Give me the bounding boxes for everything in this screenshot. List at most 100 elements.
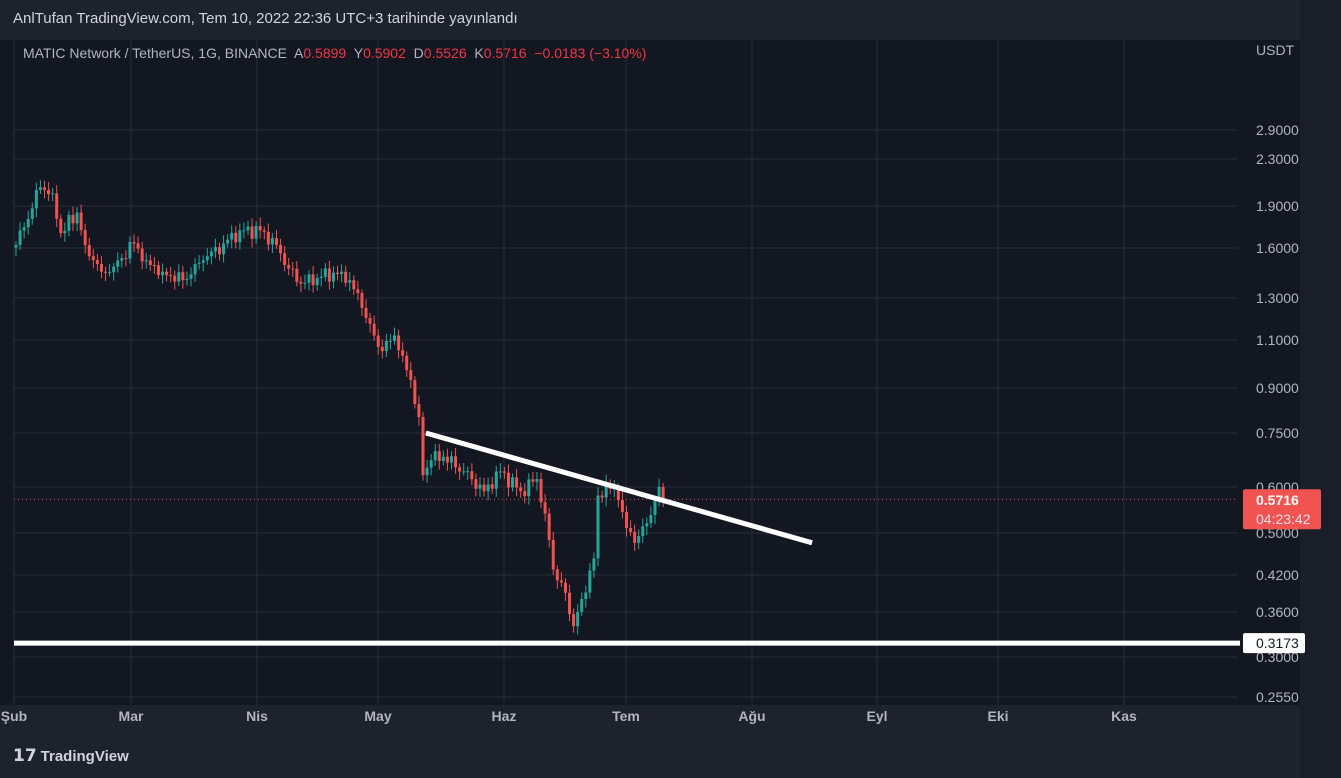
candle-body — [291, 268, 295, 270]
candle-body — [108, 272, 112, 274]
candle-body — [458, 467, 462, 472]
y-tick-label: 2.9000 — [1256, 122, 1299, 138]
candle-body — [576, 611, 580, 627]
candle-body — [51, 193, 55, 195]
candle-body — [511, 477, 515, 488]
candle-body — [156, 265, 160, 276]
candle-body — [262, 230, 266, 232]
candle-body — [307, 274, 311, 283]
candle-body — [299, 281, 303, 284]
candle-body — [38, 187, 42, 190]
support-price-tag — [1243, 633, 1305, 654]
countdown-label: 04:23:42 — [1256, 511, 1311, 527]
candle-body — [95, 260, 99, 264]
candle-body — [201, 260, 205, 263]
y-tick-label: 0.4200 — [1256, 567, 1299, 583]
candle-body — [506, 472, 510, 488]
candle-body — [454, 456, 458, 468]
candle-body — [502, 471, 506, 473]
x-tick-label: Nis — [246, 708, 268, 724]
tradingview-logo[interactable]: 𝟭𝟳 TradingView — [13, 746, 129, 766]
candle-body — [344, 271, 348, 283]
candle-body — [104, 271, 108, 273]
candle-body — [555, 569, 559, 581]
candle-body — [152, 265, 156, 267]
candle-body — [515, 477, 519, 488]
candle-body — [327, 268, 331, 282]
candle-body — [397, 335, 401, 351]
close-value: 0.5716 — [483, 45, 527, 61]
candle-body — [490, 484, 494, 489]
candle-body — [637, 536, 641, 543]
candle-body — [498, 471, 502, 473]
trendline-drawing[interactable] — [425, 430, 813, 546]
x-tick-label: Kas — [1111, 708, 1137, 724]
candle-body — [213, 247, 217, 252]
candle-body — [270, 238, 274, 245]
candle-body — [580, 599, 584, 612]
candle-body — [42, 187, 46, 190]
candle-body — [303, 282, 307, 284]
candle-body — [449, 456, 453, 463]
candle-body — [405, 355, 409, 371]
x-tick-label: May — [364, 708, 391, 724]
candle-body — [429, 460, 433, 468]
candle-body — [348, 280, 352, 283]
candle-body — [169, 275, 173, 277]
candle-body — [413, 380, 417, 404]
y-tick-label: 0.7500 — [1256, 425, 1299, 441]
candle-body — [14, 244, 18, 248]
candle-body — [238, 230, 242, 243]
candle-body — [409, 370, 413, 381]
candle-body — [568, 592, 572, 615]
candle-body — [417, 403, 421, 418]
candle-body — [661, 487, 665, 500]
candle-body — [250, 226, 254, 239]
open-label: A — [294, 45, 304, 61]
candle-body — [234, 232, 238, 243]
candle-body — [376, 335, 380, 347]
candle-body — [71, 214, 75, 224]
candle-body — [124, 258, 128, 260]
candle-body — [653, 500, 657, 516]
candle-body — [189, 274, 193, 279]
candle-body — [625, 512, 628, 529]
right-margin — [1300, 0, 1341, 778]
candle-body — [18, 230, 22, 245]
candle-body — [193, 264, 197, 275]
candle-body — [279, 244, 283, 254]
candle-body — [559, 580, 563, 583]
candle-body — [181, 272, 185, 281]
candle-body — [295, 268, 299, 282]
high-value: 0.5902 — [363, 45, 406, 61]
candle-body — [466, 471, 470, 473]
open-value: 0.5899 — [303, 45, 347, 61]
candle-body — [421, 417, 425, 476]
candle-body — [433, 451, 437, 461]
candle-body — [230, 232, 234, 240]
candle-body — [592, 558, 596, 571]
candle-body — [543, 502, 547, 514]
brand-name: TradingView — [40, 747, 129, 765]
candle-body — [128, 242, 132, 259]
symbol-label[interactable]: MATIC Network / TetherUS, 1G, BINANCE — [23, 45, 287, 61]
candle-body — [120, 258, 124, 261]
support-price-label: 0.3173 — [1256, 635, 1299, 651]
candle-body — [368, 317, 372, 324]
candle-body — [87, 244, 91, 257]
candle-body — [173, 275, 177, 282]
change-value: −0.0183 (−3.10%) — [534, 45, 647, 61]
candle-body — [629, 528, 633, 532]
candle-body — [47, 189, 51, 195]
candle-body — [388, 340, 392, 342]
candle-body — [657, 487, 661, 501]
candle-body — [462, 471, 466, 473]
candle-body — [401, 350, 405, 356]
candle-body — [474, 479, 478, 489]
candle-body — [588, 570, 592, 593]
candle-body — [641, 526, 645, 537]
candle-body — [274, 238, 278, 245]
candle-body — [91, 256, 95, 261]
candle-body — [161, 271, 165, 276]
